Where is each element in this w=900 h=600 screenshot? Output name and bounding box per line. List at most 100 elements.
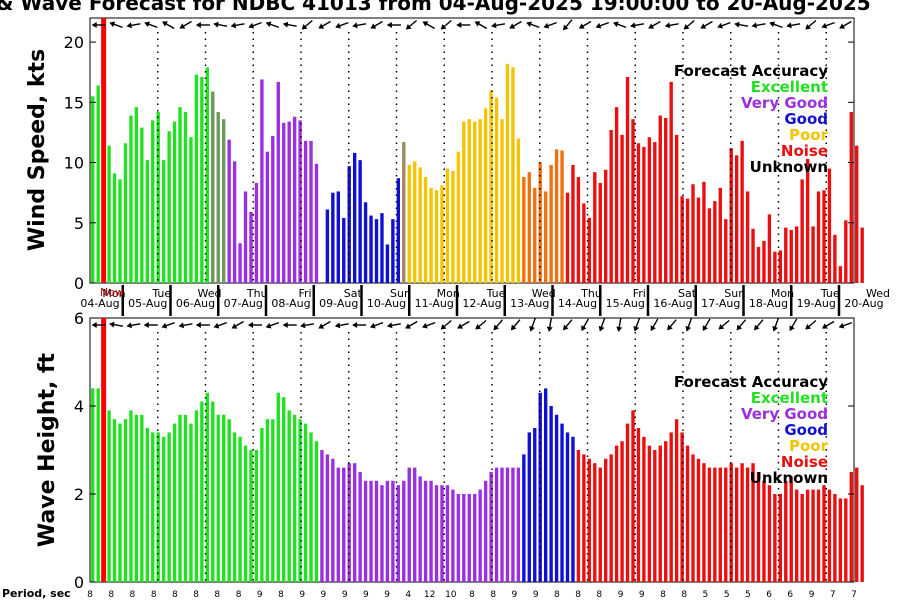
day-of-week-label: Thu: [580, 287, 602, 300]
wave-bar: [249, 450, 253, 582]
wave-bar: [309, 432, 313, 582]
wave-bar: [538, 392, 542, 582]
wave-bar: [729, 463, 733, 582]
wave-bar: [718, 467, 722, 582]
wave-bar: [407, 467, 411, 582]
wind-bar: [522, 177, 526, 283]
wind-bar: [462, 121, 466, 283]
period-value: 8: [193, 590, 199, 600]
wave-bar: [849, 472, 853, 582]
wind-bar: [287, 121, 291, 283]
wave-bar: [216, 414, 220, 582]
wind-ytick-label: 5: [74, 214, 84, 233]
wave-arrow: [109, 321, 124, 328]
wind-bar: [778, 250, 783, 283]
wind-bar: [789, 230, 793, 283]
wave-bar: [456, 494, 461, 582]
wind-bar: [183, 111, 188, 283]
date-label: 12-Aug: [462, 297, 501, 310]
date-label: 09-Aug: [319, 297, 358, 310]
wave-direction-arrows: [91, 317, 853, 332]
wind-arrow: [805, 19, 817, 30]
wind-bar: [576, 177, 581, 283]
wind-ytick-label: 15: [64, 93, 84, 112]
wind-bar: [756, 246, 761, 283]
wind-arrow: [213, 21, 228, 28]
wind-bar: [336, 191, 340, 283]
wind-bar: [844, 220, 848, 283]
wind-bar: [833, 234, 837, 283]
wind-ytick-label: 10: [64, 154, 84, 173]
period-value: 5: [724, 590, 730, 600]
wave-bar: [745, 467, 750, 582]
day-of-week-label: Fri: [633, 287, 646, 300]
wave-bar: [374, 480, 379, 582]
day-of-week-label: Wed: [198, 287, 222, 300]
wind-bar: [222, 119, 226, 284]
period-value: 9: [299, 590, 305, 600]
wind-bar: [604, 169, 608, 283]
wind-bar: [423, 177, 428, 283]
wind-arrow: [301, 19, 313, 30]
wind-bar: [855, 145, 859, 283]
wave-y-axis: 0 2 4 6: [74, 309, 854, 592]
wind-bar: [358, 160, 362, 283]
wind-bar: [254, 183, 259, 283]
wave-arrow: [126, 322, 141, 329]
period-label: Period, sec: [2, 587, 71, 600]
wind-bar: [167, 131, 171, 283]
wave-bar: [680, 432, 684, 582]
wave-bar: [123, 419, 128, 582]
period-value: 7: [851, 590, 857, 600]
wind-arrow: [786, 22, 801, 29]
wave-bar: [260, 428, 264, 582]
period-value: 8: [172, 590, 178, 600]
wind-arrow: [821, 21, 835, 29]
wave-bar: [380, 485, 384, 582]
wind-legend-item: Unknown: [750, 158, 828, 176]
wave-bar: [413, 467, 417, 582]
wave-arrow: [529, 318, 536, 332]
date-label: 06-Aug: [176, 297, 215, 310]
wind-bar: [243, 191, 248, 283]
wind-arrow: [751, 22, 766, 29]
wind-arrow: [683, 19, 695, 30]
wind-legend-item: Good: [784, 110, 828, 128]
wave-bar: [653, 450, 657, 582]
date-label: 17-Aug: [701, 297, 740, 310]
wind-arrow: [422, 21, 436, 30]
wave-arrow: [563, 319, 573, 331]
wave-bar: [674, 419, 679, 582]
wave-arrow: [248, 322, 262, 328]
date-label: 10-Aug: [367, 297, 406, 310]
wave-bar: [265, 419, 270, 582]
wind-arrow: [491, 22, 506, 29]
wind-bar: [151, 120, 155, 283]
period-value: 9: [363, 590, 369, 600]
period-value: 4: [405, 590, 411, 600]
wind-bar: [838, 266, 843, 283]
wind-bar: [303, 140, 308, 283]
wind-bar: [249, 211, 253, 283]
wave-arrow: [493, 319, 504, 331]
wind-bar: [391, 219, 395, 283]
wind-bar: [571, 164, 575, 283]
date-label: 16-Aug: [653, 297, 692, 310]
wind-arrow: [613, 21, 627, 29]
wind-bar: [658, 115, 662, 283]
wind-bar: [631, 119, 635, 284]
wind-bar: [407, 164, 411, 283]
wave-bar: [598, 467, 602, 582]
wind-bar: [161, 160, 166, 283]
period-value: 8: [575, 590, 581, 600]
wave-bar: [292, 414, 297, 582]
wind-arrow: [144, 21, 158, 29]
wind-bar: [325, 209, 330, 283]
day-of-week-label: Mon: [437, 287, 460, 300]
wind-bar: [107, 145, 111, 283]
wind-bar: [642, 146, 646, 283]
wind-bar: [647, 137, 652, 283]
wave-bar: [189, 423, 193, 582]
wave-arrow: [805, 319, 817, 330]
